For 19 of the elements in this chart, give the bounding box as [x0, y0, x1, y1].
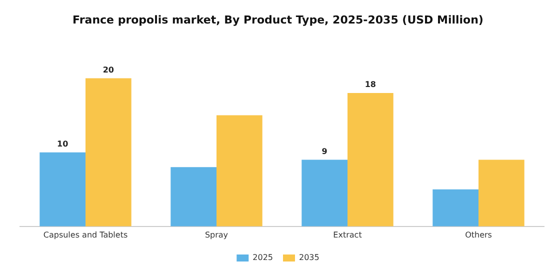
- bar: [478, 160, 524, 226]
- bar: [216, 115, 262, 226]
- x-tick-label: Spray: [204, 230, 228, 240]
- bar: [86, 78, 132, 226]
- bar: [170, 167, 216, 226]
- bar: [40, 152, 86, 226]
- data-label: 20: [102, 65, 114, 74]
- x-tick-label: Others: [465, 230, 492, 240]
- bar: [348, 93, 394, 226]
- data-label: 10: [57, 139, 69, 148]
- data-label: 9: [322, 146, 328, 156]
- x-tick-label: Extract: [333, 230, 362, 240]
- legend-label: 2025: [252, 253, 273, 262]
- legend-label: 2035: [299, 253, 320, 262]
- x-tick-label: Capsules and Tablets: [43, 230, 128, 240]
- data-label: 18: [364, 80, 376, 90]
- bar: [302, 160, 348, 226]
- bar: [432, 189, 478, 226]
- chart-title: France propolis market, By Product Type, 2025-2035 (USD Million): [72, 13, 484, 26]
